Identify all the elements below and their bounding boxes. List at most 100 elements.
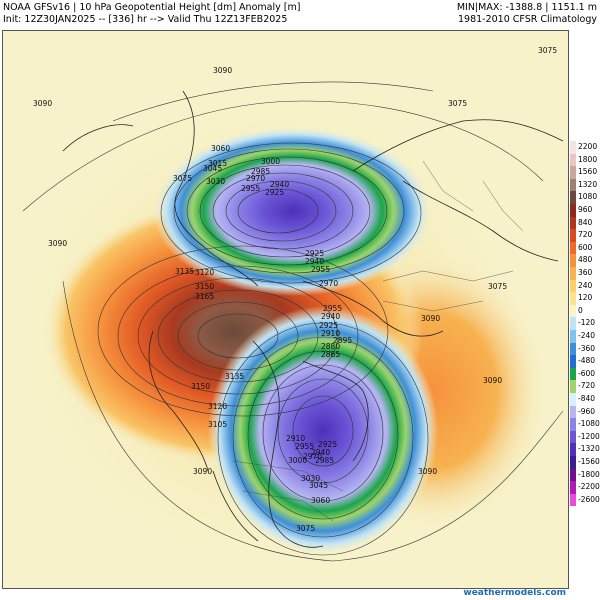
colorbar-label: 1560 <box>578 167 598 177</box>
contour-label: 2880 <box>321 342 340 351</box>
contour-label: 3075 <box>173 174 192 183</box>
colorbar-level: 120 <box>570 292 600 305</box>
contour-label: 2985 <box>251 167 270 176</box>
colorbar-swatch <box>570 166 576 179</box>
minmax-text: MIN|MAX: -1388.8 | 1151.1 m <box>456 2 597 13</box>
colorbar-label: 1320 <box>578 179 598 189</box>
contour-label: 3030 <box>301 474 320 483</box>
coastlines <box>62 90 564 548</box>
contour-label: 3090 <box>33 99 52 108</box>
colorbar-swatch <box>570 204 576 217</box>
colorbar-label: -240 <box>578 331 596 340</box>
colorbar-swatch <box>570 443 576 456</box>
contour-label: 3060 <box>211 144 230 153</box>
colorbar-swatch <box>570 216 576 230</box>
colorbar-swatch <box>570 304 576 318</box>
colorbar-swatch <box>570 493 576 507</box>
colorbar-swatch <box>570 267 576 280</box>
colorbar-level: 1560 <box>570 166 600 179</box>
colorbar-label: 840 <box>578 217 593 227</box>
colorbar-swatch <box>570 153 576 167</box>
colorbar-swatch <box>570 355 576 368</box>
contour-label: 3075 <box>296 524 315 533</box>
colorbar-swatch <box>570 481 576 494</box>
colorbar-swatch <box>570 342 576 356</box>
contour-label: 3090 <box>48 239 67 248</box>
contour-label: 2970 <box>303 452 322 461</box>
colorbar-level: 240 <box>570 279 600 293</box>
contour-label: 2940 <box>270 180 289 189</box>
colorbar-level: -1080 <box>570 418 600 431</box>
colorbar-level: -360 <box>570 342 600 356</box>
colorbar-label: -360 <box>578 343 596 353</box>
climatology-text: 1981-2010 CFSR Climatology <box>457 14 597 25</box>
colorbar-swatch <box>570 229 576 242</box>
colorbar-level: -2200 <box>570 481 600 494</box>
contour-label: 3150 <box>191 382 210 391</box>
colorbar-level: 600 <box>570 241 600 255</box>
colorbar-swatch <box>570 141 576 154</box>
contour-label: 2865 <box>321 350 340 359</box>
contour-label: 3135 <box>225 372 244 381</box>
colorbar-swatch <box>570 317 576 330</box>
contour-label: 3090 <box>213 66 232 75</box>
colorbar-level: 1080 <box>570 191 600 204</box>
contour-label: 2955 <box>241 184 260 193</box>
colorbar-label: -1320 <box>578 444 600 454</box>
contour-label: 3150 <box>195 282 214 291</box>
contour-label: 3090 <box>193 467 212 476</box>
map-canvas: 3090 3075 3075 3090 3060 3045 3015 3000 … <box>3 31 568 588</box>
contour-label: 3000 <box>261 157 280 166</box>
contour-label: 3090 <box>483 376 502 385</box>
contour-label: 2955 <box>323 304 342 313</box>
title-line-2: Init: 12Z30JAN2025 -- [336] hr --> Valid… <box>3 14 288 25</box>
colorbar-level: -1320 <box>570 443 600 456</box>
colorbar-swatch <box>570 418 576 431</box>
colorbar-swatch <box>570 254 576 267</box>
colorbar-swatch <box>570 456 576 469</box>
colorbar-level: -120 <box>570 317 600 330</box>
contour-label: 3015 <box>208 159 227 168</box>
contour-label: 2970 <box>319 279 338 288</box>
colorbar-level: 840 <box>570 216 600 230</box>
contour-label: 3030 <box>206 177 225 186</box>
colorbar-swatch <box>570 330 576 343</box>
colorbar-label: 960 <box>578 205 593 214</box>
anomaly-field-cold-north <box>153 126 433 296</box>
colorbar-label: 0 <box>578 305 583 315</box>
colorbar-level: 0 <box>570 304 600 318</box>
contour-label: 2925 <box>318 440 337 449</box>
colorbar-legend: 2200 1800 1560 1320 1080 960 840 720 600 480 360 24… <box>570 141 600 521</box>
anomaly-map: 3090 3075 3075 3090 3060 3045 3015 3000 … <box>2 30 569 589</box>
colorbar-label: -720 <box>578 381 596 391</box>
colorbar-label: -2600 <box>578 494 600 504</box>
colorbar-swatch <box>570 279 576 293</box>
contour-label: 3045 <box>203 164 222 173</box>
contour-label: 3075 <box>538 46 557 55</box>
contour-label: 3045 <box>309 481 328 490</box>
colorbar-level: 2200 <box>570 141 600 154</box>
colorbar-swatch <box>570 430 576 444</box>
colorbar-label: -600 <box>578 368 596 378</box>
contour-label: 2940 <box>321 312 340 321</box>
colorbar-level: -1200 <box>570 430 600 444</box>
colorbar-label: 120 <box>578 293 593 303</box>
colorbar-label: -840 <box>578 394 596 403</box>
contour-label: 3165 <box>195 292 214 301</box>
contour-label: 2925 <box>265 188 284 197</box>
colorbar-label: -480 <box>578 356 596 366</box>
colorbar-label: 360 <box>578 268 593 277</box>
contour-label: 2955 <box>311 265 330 274</box>
colorbar-label: -1800 <box>578 469 600 479</box>
colorbar-level: -1800 <box>570 468 600 482</box>
colorbar-label: -120 <box>578 318 596 328</box>
colorbar-swatch <box>570 393 576 406</box>
colorbar-swatch <box>570 380 576 393</box>
map-title: NOAA GFSv16 | 10 hPa Geopotential Height… <box>3 2 300 26</box>
anomaly-field-cold-south <box>208 306 438 556</box>
contour-label: 3090 <box>421 314 440 323</box>
title-line-1: NOAA GFSv16 | 10 hPa Geopotential Height… <box>3 2 301 13</box>
colorbar-label: 1800 <box>578 154 598 164</box>
colorbar-label: 1080 <box>578 192 598 202</box>
contour-label: 3090 <box>418 467 437 476</box>
